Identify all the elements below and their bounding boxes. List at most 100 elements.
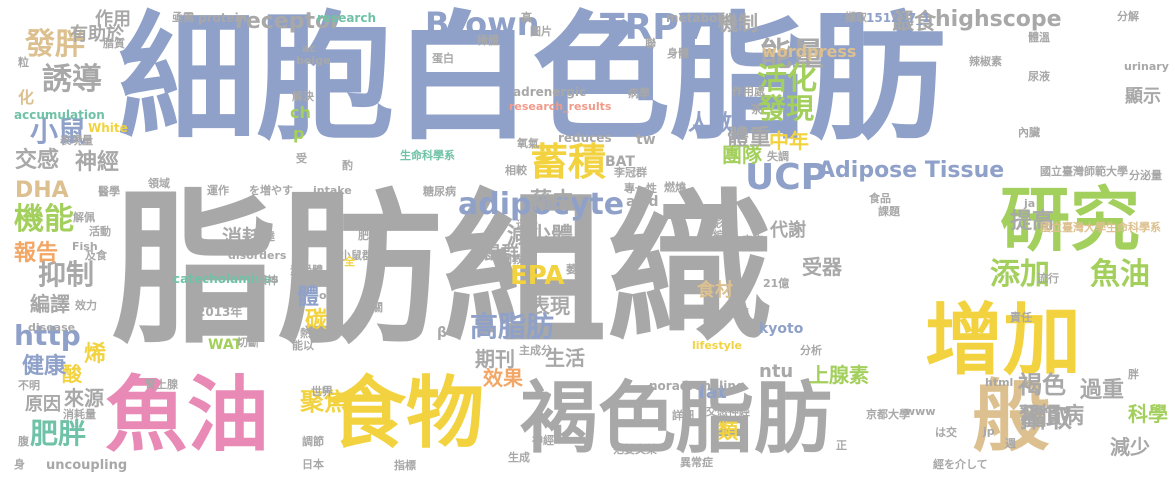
word-cloud-term: 專一性 (624, 183, 657, 194)
word-cloud-term: 食物 (328, 375, 484, 453)
word-cloud-term: 化 (18, 90, 34, 106)
word-cloud-term: 燃燒 (664, 182, 686, 193)
word-cloud-term: 21億 (763, 278, 789, 289)
word-cloud-term: Adipose Tissue (818, 160, 1004, 182)
word-cloud-term: ja (1024, 198, 1035, 209)
word-cloud-term: beige (296, 55, 330, 66)
word-cloud-term: ntu (759, 363, 793, 381)
word-cloud-term: 魚油 (105, 375, 269, 457)
word-cloud-term: 受 (296, 153, 307, 164)
word-cloud-term: 編輯 (713, 230, 735, 241)
word-cloud-term: 稀體 (477, 35, 499, 46)
word-cloud-term: 素受體 (290, 265, 323, 276)
word-cloud-term: 聯 (645, 38, 656, 49)
word-cloud-term: 活動 (89, 226, 111, 237)
word-cloud-term: 酌 (342, 160, 353, 171)
word-cloud-term: 國立臺灣師範大學 (1040, 166, 1128, 177)
word-cloud-term: 異常症 (680, 457, 713, 468)
word-cloud-term: intake (313, 185, 352, 196)
word-cloud-term: 腹 (18, 436, 29, 447)
word-cloud-term: 分泌量 (1129, 170, 1162, 181)
word-cloud-term: 領域 (148, 178, 170, 189)
word-cloud-term: reduces (558, 132, 612, 144)
word-cloud-term: research_results (509, 101, 611, 112)
word-cloud-term: 中年 (769, 131, 809, 151)
word-cloud-term: 圖片 (530, 26, 552, 37)
word-cloud-term: urinary (1124, 61, 1169, 72)
word-cloud-term: 氧氣 (517, 138, 539, 149)
word-cloud-term: 藉由 (530, 191, 574, 213)
word-cloud-term: 肥胖 (30, 420, 86, 448)
word-cloud-term: 食品 (869, 193, 891, 204)
word-cloud-term: 腎上腺 (145, 379, 178, 390)
word-cloud-term: 高 (521, 12, 532, 23)
word-cloud-term: 病學 (628, 88, 650, 99)
word-cloud-term: 減少 (1110, 437, 1150, 457)
word-cloud-term: 人數 (688, 113, 732, 135)
word-cloud-term: 切斷 (237, 337, 259, 348)
word-cloud-term: 魚油 (1090, 260, 1150, 290)
word-cloud-term: 習慣病 (1018, 406, 1084, 428)
word-cloud-term: 詳細 (672, 410, 694, 421)
word-cloud-term: 身 (14, 459, 25, 470)
word-cloud-term: EPA (510, 263, 565, 289)
word-cloud-term: oil (319, 290, 334, 301)
word-cloud-term: 誘導 (42, 65, 102, 95)
word-cloud-term: 辣椒素 (969, 56, 1002, 67)
word-cloud-term: 范姜文榮 (613, 444, 657, 455)
word-cloud-term: 運作 (207, 185, 229, 196)
word-cloud-term: 擷取 (845, 12, 867, 23)
word-cloud-term: 影響 (712, 218, 734, 229)
word-cloud-term: metabolic (666, 12, 733, 24)
word-cloud-term: 亟需 (172, 12, 194, 23)
word-cloud-term: 分析 (800, 345, 822, 356)
word-cloud-term: jp (983, 426, 995, 437)
word-cloud-term: 醫學 (98, 186, 120, 197)
word-cloud-term: 來源 (64, 388, 104, 408)
word-cloud-term: html (985, 377, 1013, 388)
word-cloud-term: は交 (935, 427, 957, 438)
word-cloud-term: ac (302, 43, 316, 54)
word-cloud-term: 不明 (18, 380, 40, 391)
word-cloud-term: 失調 (767, 151, 789, 162)
word-cloud-term: 生命科學系 (400, 150, 455, 161)
word-cloud-term: protein (198, 12, 247, 24)
word-cloud-term: 效力 (75, 300, 97, 311)
word-cloud-term: を増やす (249, 185, 293, 196)
word-cloud-term: 及食 (85, 250, 107, 261)
word-cloud-term: 李冠群 (614, 167, 647, 178)
word-cloud-term: 2013年 (197, 306, 242, 318)
word-cloud-term: 體溫 (1028, 32, 1050, 43)
word-cloud-term: 機能 (14, 205, 74, 235)
word-cloud-term: 達 (264, 231, 275, 242)
word-cloud-term: 並未 (325, 325, 347, 336)
word-cloud-term: DHA (15, 180, 69, 202)
word-cloud-term: wordpress (762, 44, 856, 60)
word-cloud-term: 顯示 (1125, 88, 1161, 106)
word-cloud-term: 神經 (532, 435, 554, 446)
word-cloud-term: kyoto (759, 322, 803, 336)
word-cloud-term: 蓄積 (530, 143, 606, 181)
word-cloud-term: 相關 (361, 302, 383, 313)
word-cloud-term: 科學 (1128, 404, 1168, 424)
word-cloud-term: disorders (228, 250, 286, 261)
word-cloud-term: 類 (718, 421, 738, 441)
word-cloud-term: disease (28, 322, 75, 333)
word-cloud-term: 指標 (394, 460, 416, 471)
word-cloud-term: 糖尿病 (423, 186, 456, 197)
word-cloud-term: 感神 (256, 275, 278, 286)
word-cloud-term: 京都大學 (866, 409, 910, 420)
word-cloud-term: 解決 (292, 91, 314, 102)
word-cloud-term: 團隊 (722, 145, 762, 165)
word-cloud-term: 生成 (508, 452, 530, 463)
word-cloud-term: acid (626, 195, 659, 209)
word-cloud-term: 流行 (1037, 273, 1059, 284)
word-cloud-term: 相較 (505, 165, 527, 176)
word-cloud-term: noradrenaline (649, 380, 744, 392)
word-cloud-term: 消耗 (222, 227, 262, 247)
word-cloud-term: 151217_1 (866, 12, 930, 24)
word-cloud-term: 作用處 (732, 86, 765, 97)
word-cloud-term: 健康 (22, 356, 66, 378)
word-cloud-term: 血壓 (727, 308, 749, 319)
